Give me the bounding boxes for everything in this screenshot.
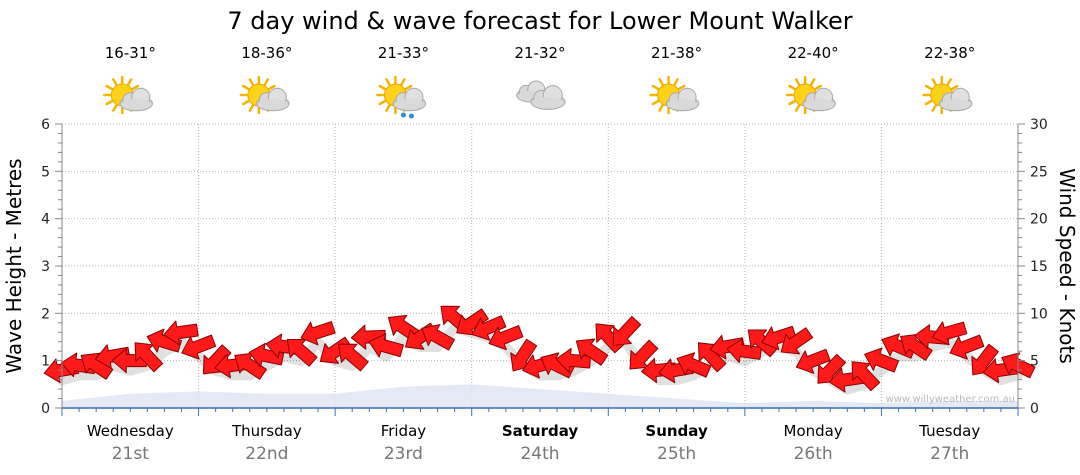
wind-arrow-point: [540, 352, 575, 379]
day-temp-range: 21-32°: [514, 44, 565, 62]
wind-arrow-point: [488, 325, 524, 351]
sun-cloud-icon: [785, 75, 836, 115]
day-name-label: Wednesday: [87, 422, 174, 440]
cloud-shape: [256, 87, 290, 112]
sun-cloud-icon: [922, 75, 973, 115]
right-tick-label: 15: [1030, 259, 1048, 275]
day-temp-range: 22-40°: [788, 44, 839, 62]
left-tick-label: 5: [41, 164, 50, 180]
left-tick-label: 1: [41, 354, 50, 370]
day-name-label: Friday: [381, 422, 427, 440]
wind-arrow-point: [864, 347, 900, 373]
cloud-shape: [939, 87, 973, 112]
left-tick-label: 4: [41, 212, 50, 228]
wind-arrow-point: [163, 320, 199, 346]
sun-cloud-rain-icon: [376, 75, 427, 119]
right-tick-label: 0: [1030, 401, 1039, 417]
day-date-label: 26th: [794, 444, 833, 464]
wind-arrow-point: [555, 347, 592, 373]
wind-arrow-point: [338, 343, 369, 372]
wind-arrow-point: [575, 338, 609, 366]
wind-arrow-point: [612, 315, 642, 346]
right-tick-label: 10: [1030, 306, 1048, 322]
wind-arrow-point: [146, 328, 182, 353]
day-name-label: Thursday: [231, 422, 302, 440]
day-temp-range: 18-36°: [241, 44, 292, 62]
left-axis-title: Wave Height - Metres: [2, 158, 26, 373]
cloud-icon: [516, 80, 566, 110]
left-tick-label: 2: [41, 306, 50, 322]
right-tick-label: 25: [1030, 164, 1048, 180]
sun-cloud-icon: [239, 75, 290, 115]
chart-title: 7 day wind & wave forecast for Lower Mou…: [227, 7, 852, 35]
day-temp-range: 22-38°: [924, 44, 975, 62]
wind-arrow-point: [94, 344, 131, 369]
wind-arrow-point: [949, 334, 985, 360]
right-tick-label: 20: [1030, 212, 1048, 228]
right-tick-label: 5: [1030, 354, 1039, 370]
left-tick-label: 0: [41, 401, 50, 417]
day-name-label: Monday: [784, 422, 843, 440]
cloud-shape: [119, 87, 153, 112]
day-date-label: 25th: [657, 444, 696, 464]
day-name-label: Tuesday: [918, 422, 980, 440]
wind-arrow-point: [595, 323, 625, 354]
day-temp-range: 16-31°: [105, 44, 156, 62]
wind-arrow-point: [780, 327, 814, 355]
wind-arrow-point: [709, 334, 746, 360]
wind-arrow-point: [286, 338, 318, 367]
cloud-shape: [665, 87, 700, 112]
right-axis-title: Wind Speed - Knots: [1055, 168, 1079, 364]
day-date-label: 27th: [930, 444, 969, 464]
wind-arrow-point: [421, 324, 455, 351]
cloud-shape: [392, 87, 427, 112]
wind-arrow-point: [248, 342, 285, 368]
wind-arrow-point: [726, 338, 763, 364]
day-temp-range: 21-33°: [378, 44, 429, 62]
day-date-label: 24th: [520, 444, 559, 464]
wave-height-area: [62, 384, 1018, 408]
left-tick-label: 3: [41, 259, 50, 275]
day-name-label: Sunday: [645, 422, 708, 440]
wind-arrow-point: [368, 333, 404, 358]
wind-arrow-point: [80, 352, 114, 380]
day-name-label: Saturday: [502, 422, 579, 440]
sun-cloud-icon: [103, 75, 153, 115]
day-date-label: 23rd: [384, 444, 423, 464]
wind-arrow-point: [676, 352, 712, 378]
wind-arrow-point: [761, 325, 797, 351]
wind-arrow-point: [300, 321, 336, 346]
cloud-shape: [530, 85, 566, 110]
wind-arrow-point: [931, 321, 968, 346]
day-date-label: 21st: [112, 444, 149, 464]
day-temp-range: 21-38°: [651, 44, 702, 62]
day-date-label: 22nd: [245, 444, 288, 464]
right-tick-label: 30: [1030, 117, 1048, 133]
sun-cloud-icon: [649, 75, 700, 115]
wind-arrow-point: [181, 334, 217, 360]
wind-arrow-point: [795, 348, 831, 374]
watermark-text: www.willyweather.com.au: [886, 394, 1015, 405]
left-tick-label: 6: [41, 117, 50, 133]
wind-arrow-point: [471, 315, 507, 341]
cloud-shape: [802, 87, 836, 112]
